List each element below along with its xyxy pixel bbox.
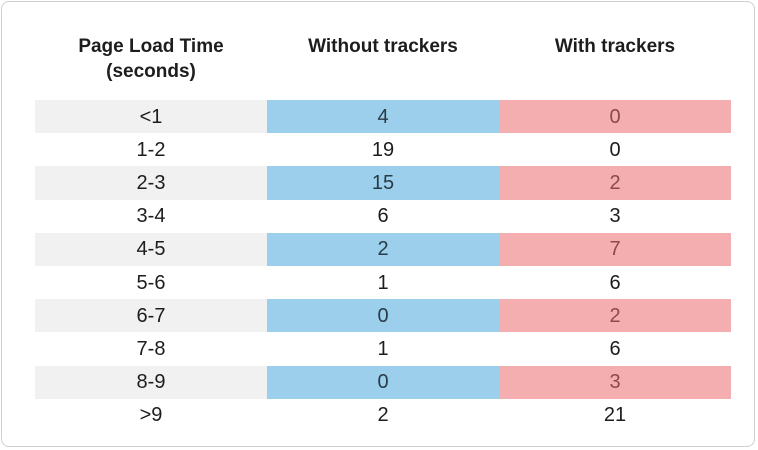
load-time-cell: 3-4 <box>136 205 166 228</box>
with-trackers-cell: 2 <box>499 166 731 200</box>
load-time-cell: >9 <box>139 404 163 427</box>
load-time-cell: 4-5 <box>35 232 267 266</box>
table-header: Page Load Time (seconds) Without tracker… <box>35 32 731 100</box>
with-trackers-cell: 7 <box>499 232 731 266</box>
header-without-trackers-label: Without trackers <box>308 36 458 57</box>
table-row: 2-3 15 2 <box>35 166 731 200</box>
with-trackers-cell: 21 <box>603 404 627 427</box>
with-trackers-cell: 2 <box>499 299 731 333</box>
with-trackers-cell: 3 <box>609 205 621 228</box>
without-trackers-cell: 1 <box>377 271 389 294</box>
without-trackers-cell: 0 <box>267 365 499 399</box>
with-trackers-cell: 0 <box>499 100 731 134</box>
header-without-trackers: Without trackers <box>267 32 499 100</box>
load-time-cell: <1 <box>35 100 267 134</box>
header-page-load-time: Page Load Time (seconds) <box>35 32 267 100</box>
table-row: 1-2 19 0 <box>35 133 731 166</box>
with-trackers-cell: 6 <box>609 271 621 294</box>
table-row: 7-8 1 6 <box>35 332 731 365</box>
table-row: >9 2 21 <box>35 399 731 432</box>
with-trackers-cell: 6 <box>609 337 621 360</box>
header-page-load-time-label: Page Load Time (seconds) <box>78 36 224 82</box>
load-time-table: Page Load Time (seconds) Without tracker… <box>35 32 731 432</box>
table-row: 4-5 2 7 <box>35 232 731 266</box>
without-trackers-cell: 4 <box>267 100 499 134</box>
header-with-trackers: With trackers <box>499 32 731 100</box>
load-time-cell: 2-3 <box>35 166 267 200</box>
table-row: 8-9 0 3 <box>35 365 731 399</box>
load-time-cell: 5-6 <box>136 271 166 294</box>
table-row: 3-4 6 3 <box>35 200 731 233</box>
with-trackers-cell: 0 <box>609 138 621 161</box>
load-time-cell: 7-8 <box>136 337 166 360</box>
table-row: 6-7 0 2 <box>35 299 731 333</box>
load-time-cell: 8-9 <box>35 365 267 399</box>
without-trackers-cell: 0 <box>267 299 499 333</box>
table-row: <1 4 0 <box>35 100 731 134</box>
without-trackers-cell: 6 <box>377 205 389 228</box>
load-time-cell: 1-2 <box>136 138 166 161</box>
load-time-cell: 6-7 <box>35 299 267 333</box>
without-trackers-cell: 2 <box>267 232 499 266</box>
without-trackers-cell: 1 <box>377 337 389 360</box>
with-trackers-cell: 3 <box>499 365 731 399</box>
without-trackers-cell: 15 <box>267 166 499 200</box>
without-trackers-cell: 19 <box>371 138 395 161</box>
without-trackers-cell: 2 <box>377 404 389 427</box>
table-row: 5-6 1 6 <box>35 266 731 299</box>
header-with-trackers-label: With trackers <box>554 36 676 57</box>
table-body: <1 4 0 1-2 19 0 2-3 15 2 3-4 6 3 4-5 2 7 5-6 1 6 6-7 0 2 7-8 1… <box>35 100 731 432</box>
